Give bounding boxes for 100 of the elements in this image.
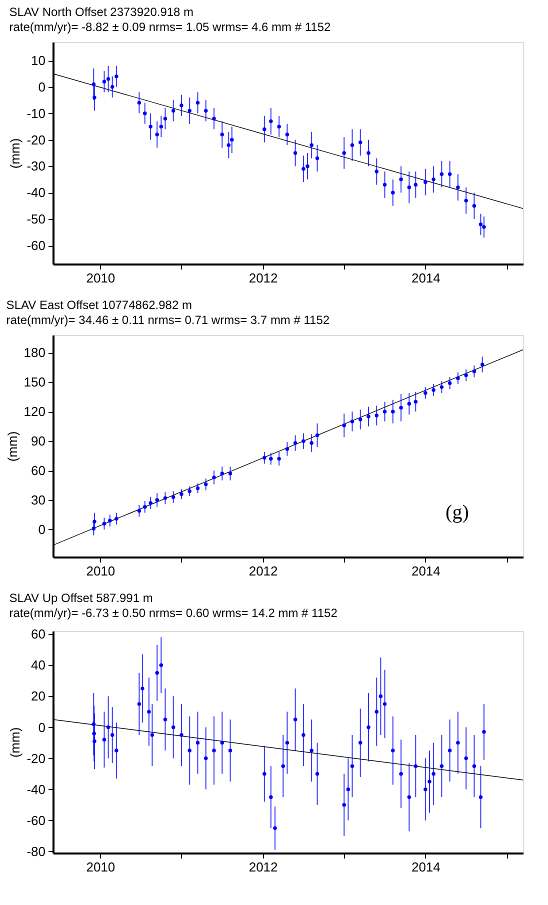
point: [150, 733, 154, 737]
x-tick-label: 2012: [248, 270, 278, 286]
point: [155, 132, 159, 136]
chart-title: SLAV Up Offset 587.991 m: [9, 591, 153, 606]
y-tick-label: 0: [38, 522, 46, 537]
point: [171, 108, 176, 113]
point: [407, 185, 412, 190]
point: [342, 424, 346, 428]
point: [464, 756, 468, 760]
point: [448, 172, 452, 176]
point: [399, 406, 403, 410]
y-tick-label: -80: [26, 844, 46, 859]
x-tick-label: 2014: [411, 270, 440, 286]
point: [478, 795, 483, 799]
point: [92, 739, 96, 744]
y-tick-label: 120: [24, 404, 46, 420]
point: [148, 501, 152, 505]
point: [228, 472, 232, 476]
point: [226, 143, 231, 147]
point: [464, 373, 468, 378]
point: [472, 764, 476, 768]
point: [456, 376, 460, 380]
point: [204, 482, 208, 486]
point: [382, 182, 387, 187]
point: [440, 385, 444, 389]
y-tick-label: -20: [26, 132, 46, 148]
chart-title: SLAV East Offset 10774862.982 m: [6, 298, 192, 312]
point: [293, 151, 298, 155]
point: [414, 400, 418, 404]
point: [428, 780, 432, 784]
point: [391, 748, 395, 752]
point: [277, 124, 281, 128]
point: [424, 391, 428, 395]
point: [310, 143, 314, 147]
point: [262, 127, 266, 132]
point: [102, 80, 106, 84]
point: [366, 725, 370, 730]
point: [204, 108, 208, 113]
point: [302, 733, 306, 737]
point: [432, 388, 436, 392]
y-tick-label: 10: [31, 53, 46, 68]
point: [148, 124, 152, 128]
chart-subtitle: rate(mm/yr)= 34.46 ± 0.11 nrms= 0.71 wrms= 3.7 mm # 1152: [6, 313, 330, 327]
y-tick-label: 60: [31, 463, 46, 478]
chart-title: SLAV North Offset 2373920.918 m: [9, 5, 194, 19]
point: [196, 740, 200, 745]
point: [137, 702, 142, 706]
y-tick-label: 0: [38, 720, 46, 735]
point: [472, 369, 476, 374]
point: [482, 225, 486, 229]
point: [414, 182, 418, 187]
y-tick-label: -20: [26, 750, 46, 766]
point: [342, 151, 346, 155]
y-tick-label: 40: [31, 658, 46, 673]
y-tick-label: -60: [26, 812, 46, 828]
x-tick-label: 2012: [248, 860, 278, 874]
point: [106, 725, 110, 730]
point: [350, 764, 354, 768]
point: [143, 505, 147, 509]
point: [92, 722, 96, 726]
y-tick-label: 30: [31, 492, 46, 508]
point: [92, 520, 96, 524]
point: [180, 733, 184, 737]
point: [456, 740, 460, 745]
point: [391, 410, 395, 414]
point: [424, 787, 428, 792]
y-axis-title: (mm): [4, 431, 20, 462]
point: [374, 710, 379, 714]
point: [478, 222, 483, 226]
point: [220, 132, 224, 136]
y-tick-label: 180: [24, 345, 46, 360]
point: [293, 718, 298, 722]
y-tick-label: 20: [31, 688, 46, 704]
point: [230, 138, 234, 142]
point: [440, 764, 444, 768]
point: [159, 663, 164, 668]
point: [350, 420, 354, 424]
point: [399, 772, 403, 776]
point: [285, 447, 290, 451]
point: [382, 702, 387, 706]
y-tick-label: -40: [26, 782, 46, 797]
y-tick-label: 60: [31, 626, 46, 642]
point: [269, 456, 273, 461]
point: [391, 190, 395, 195]
point: [285, 132, 290, 136]
point: [346, 787, 350, 792]
y-tick-label: -30: [26, 158, 46, 174]
point: [285, 740, 290, 745]
point: [228, 748, 232, 752]
point: [310, 441, 314, 445]
point: [464, 198, 468, 202]
point: [262, 772, 266, 776]
point: [155, 671, 159, 675]
point: [302, 166, 306, 171]
point: [102, 738, 106, 742]
point: [358, 140, 362, 144]
point: [407, 402, 412, 406]
point: [399, 178, 403, 182]
point: [366, 414, 370, 418]
point: [378, 694, 383, 698]
